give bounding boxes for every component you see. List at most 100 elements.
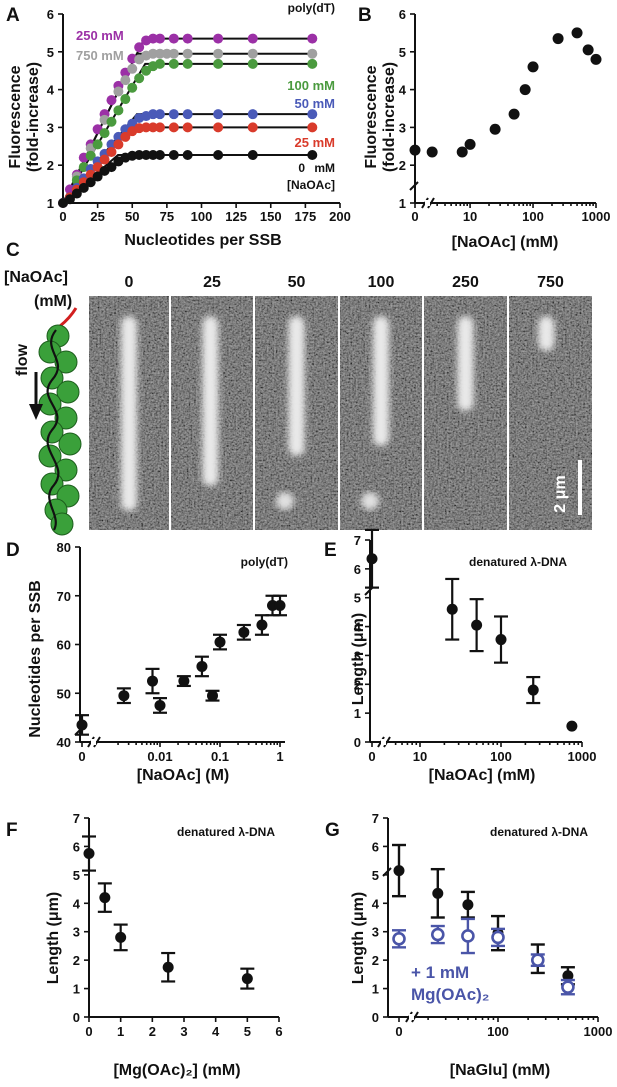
panel-a-letter: A bbox=[6, 5, 20, 26]
panel-d-y-label: Nucleotides per SSB bbox=[27, 580, 44, 737]
x-tick-label: 100 bbox=[191, 209, 213, 224]
data-point bbox=[241, 973, 253, 985]
panel-b-points bbox=[409, 27, 602, 158]
data-point bbox=[120, 131, 131, 142]
ssb-bead bbox=[54, 458, 78, 482]
data-point bbox=[590, 53, 602, 65]
data-point bbox=[162, 961, 174, 973]
data-point bbox=[426, 146, 438, 158]
data-point bbox=[154, 699, 166, 711]
data-point bbox=[141, 149, 152, 160]
panel-a-x-label: Nucleotides per SSB bbox=[124, 232, 281, 249]
panel-a: A poly(dT) 0 25 50 75 100 125 150 175 200123456 … bbox=[6, 1, 351, 249]
x-axis-break bbox=[93, 736, 101, 748]
panel-f-x-label: [Mg(OAc)₂] (mM) bbox=[113, 1062, 240, 1079]
data-point bbox=[213, 122, 224, 133]
data-point bbox=[307, 33, 318, 44]
flow-label: flow bbox=[14, 343, 31, 376]
panel-f-y-label: Length (μm) bbox=[45, 892, 62, 984]
data-point bbox=[154, 58, 165, 69]
y-tick-label: 50 bbox=[57, 686, 71, 701]
data-point bbox=[566, 720, 578, 732]
x-tick-label: 0 bbox=[85, 1024, 92, 1039]
panel-f-annotation: denatured λ-DNA bbox=[177, 825, 275, 839]
y-tick-label: 60 bbox=[57, 638, 71, 653]
x-tick-label: 75 bbox=[160, 209, 174, 224]
x-tick-label: 1 bbox=[117, 1024, 124, 1039]
dna-signal bbox=[288, 316, 305, 456]
y-tick-label: 5 bbox=[399, 45, 406, 60]
data-point bbox=[120, 94, 131, 105]
data-point bbox=[106, 146, 117, 157]
data-point bbox=[118, 690, 130, 702]
y-tick-label: 3 bbox=[73, 925, 80, 940]
panel-g: G denatured λ-DNA 0 100 1000 0 1 2 3 4 5 6 7 [NaGl… bbox=[325, 811, 612, 1079]
x-axis-gap bbox=[381, 739, 386, 745]
data-point bbox=[247, 122, 258, 133]
dna-end-red bbox=[59, 307, 78, 328]
x-axis-break bbox=[383, 736, 391, 748]
panel-g-axes: 0 100 1000 0 1 2 3 4 5 6 7 bbox=[372, 811, 613, 1039]
panel-a-y-label-2: (fold-increase) bbox=[25, 62, 42, 172]
series-label-100: 100 mM bbox=[287, 78, 335, 93]
data-point bbox=[446, 603, 458, 615]
data-point bbox=[168, 48, 179, 59]
data-point bbox=[196, 660, 208, 672]
debris-spot bbox=[361, 492, 379, 510]
debris-spot bbox=[276, 492, 294, 510]
concentration-label: 25 bbox=[203, 274, 221, 291]
panel-d-axes: 0 0.01 0.1 1 40 50 60 70 80 bbox=[57, 540, 285, 764]
y-tick-label: 70 bbox=[57, 589, 71, 604]
data-point bbox=[527, 61, 539, 73]
data-point bbox=[168, 33, 179, 44]
x-tick-label: 10 bbox=[413, 749, 427, 764]
panel-g-points bbox=[392, 843, 575, 996]
y-tick-label: 7 bbox=[372, 811, 379, 826]
data-point bbox=[154, 122, 165, 133]
panel-b-letter: B bbox=[358, 5, 372, 26]
data-point bbox=[247, 48, 258, 59]
data-point bbox=[92, 171, 103, 182]
y-tick-label: 0 bbox=[354, 735, 361, 750]
data-point bbox=[134, 149, 145, 160]
panel-d-points bbox=[75, 594, 287, 736]
data-point bbox=[256, 619, 268, 631]
data-point bbox=[148, 109, 159, 120]
dna-signal bbox=[538, 316, 555, 351]
y-tick-label: 1 bbox=[73, 982, 80, 997]
data-point bbox=[213, 33, 224, 44]
data-point bbox=[134, 42, 145, 53]
data-point bbox=[113, 86, 124, 97]
panel-e-x-label: [NaOAc] (mM) bbox=[429, 767, 536, 784]
data-point bbox=[148, 122, 159, 133]
data-point bbox=[247, 109, 258, 120]
data-point bbox=[552, 33, 564, 45]
concentration-label: 50 bbox=[288, 274, 306, 291]
data-point bbox=[247, 58, 258, 69]
y-tick-label: 3 bbox=[372, 925, 379, 940]
x-tick-label: 175 bbox=[295, 209, 317, 224]
y-tick-label: 4 bbox=[73, 896, 81, 911]
dna-signal bbox=[457, 316, 474, 411]
micrograph-strip: 0 25 50 100 250 750 2 μm bbox=[89, 274, 592, 530]
x-tick-label: 0.1 bbox=[211, 749, 229, 764]
panel-e: E denatured λ-DNA 0 10 100 1000 0 1 2 3 4 5 6 7 [Na… bbox=[324, 528, 596, 784]
data-point-open bbox=[530, 953, 545, 967]
concentration-label: 100 bbox=[368, 274, 395, 291]
data-point bbox=[78, 182, 89, 193]
panel-f-points bbox=[82, 835, 255, 990]
x-tick-label: 1000 bbox=[584, 1024, 613, 1039]
series-label-0: 0 bbox=[298, 161, 305, 175]
x-axis-gap bbox=[409, 1014, 414, 1020]
y-tick-label: 6 bbox=[47, 7, 54, 22]
panel-d-x-label: [NaOAc] (M) bbox=[137, 767, 229, 784]
data-point bbox=[99, 128, 110, 139]
x-tick-label: 5 bbox=[244, 1024, 251, 1039]
data-point bbox=[247, 33, 258, 44]
data-point-open bbox=[561, 980, 575, 994]
y-tick-label: 5 bbox=[372, 868, 379, 883]
x-tick-label: 100 bbox=[490, 749, 512, 764]
data-point bbox=[113, 105, 124, 116]
data-point bbox=[214, 636, 226, 648]
